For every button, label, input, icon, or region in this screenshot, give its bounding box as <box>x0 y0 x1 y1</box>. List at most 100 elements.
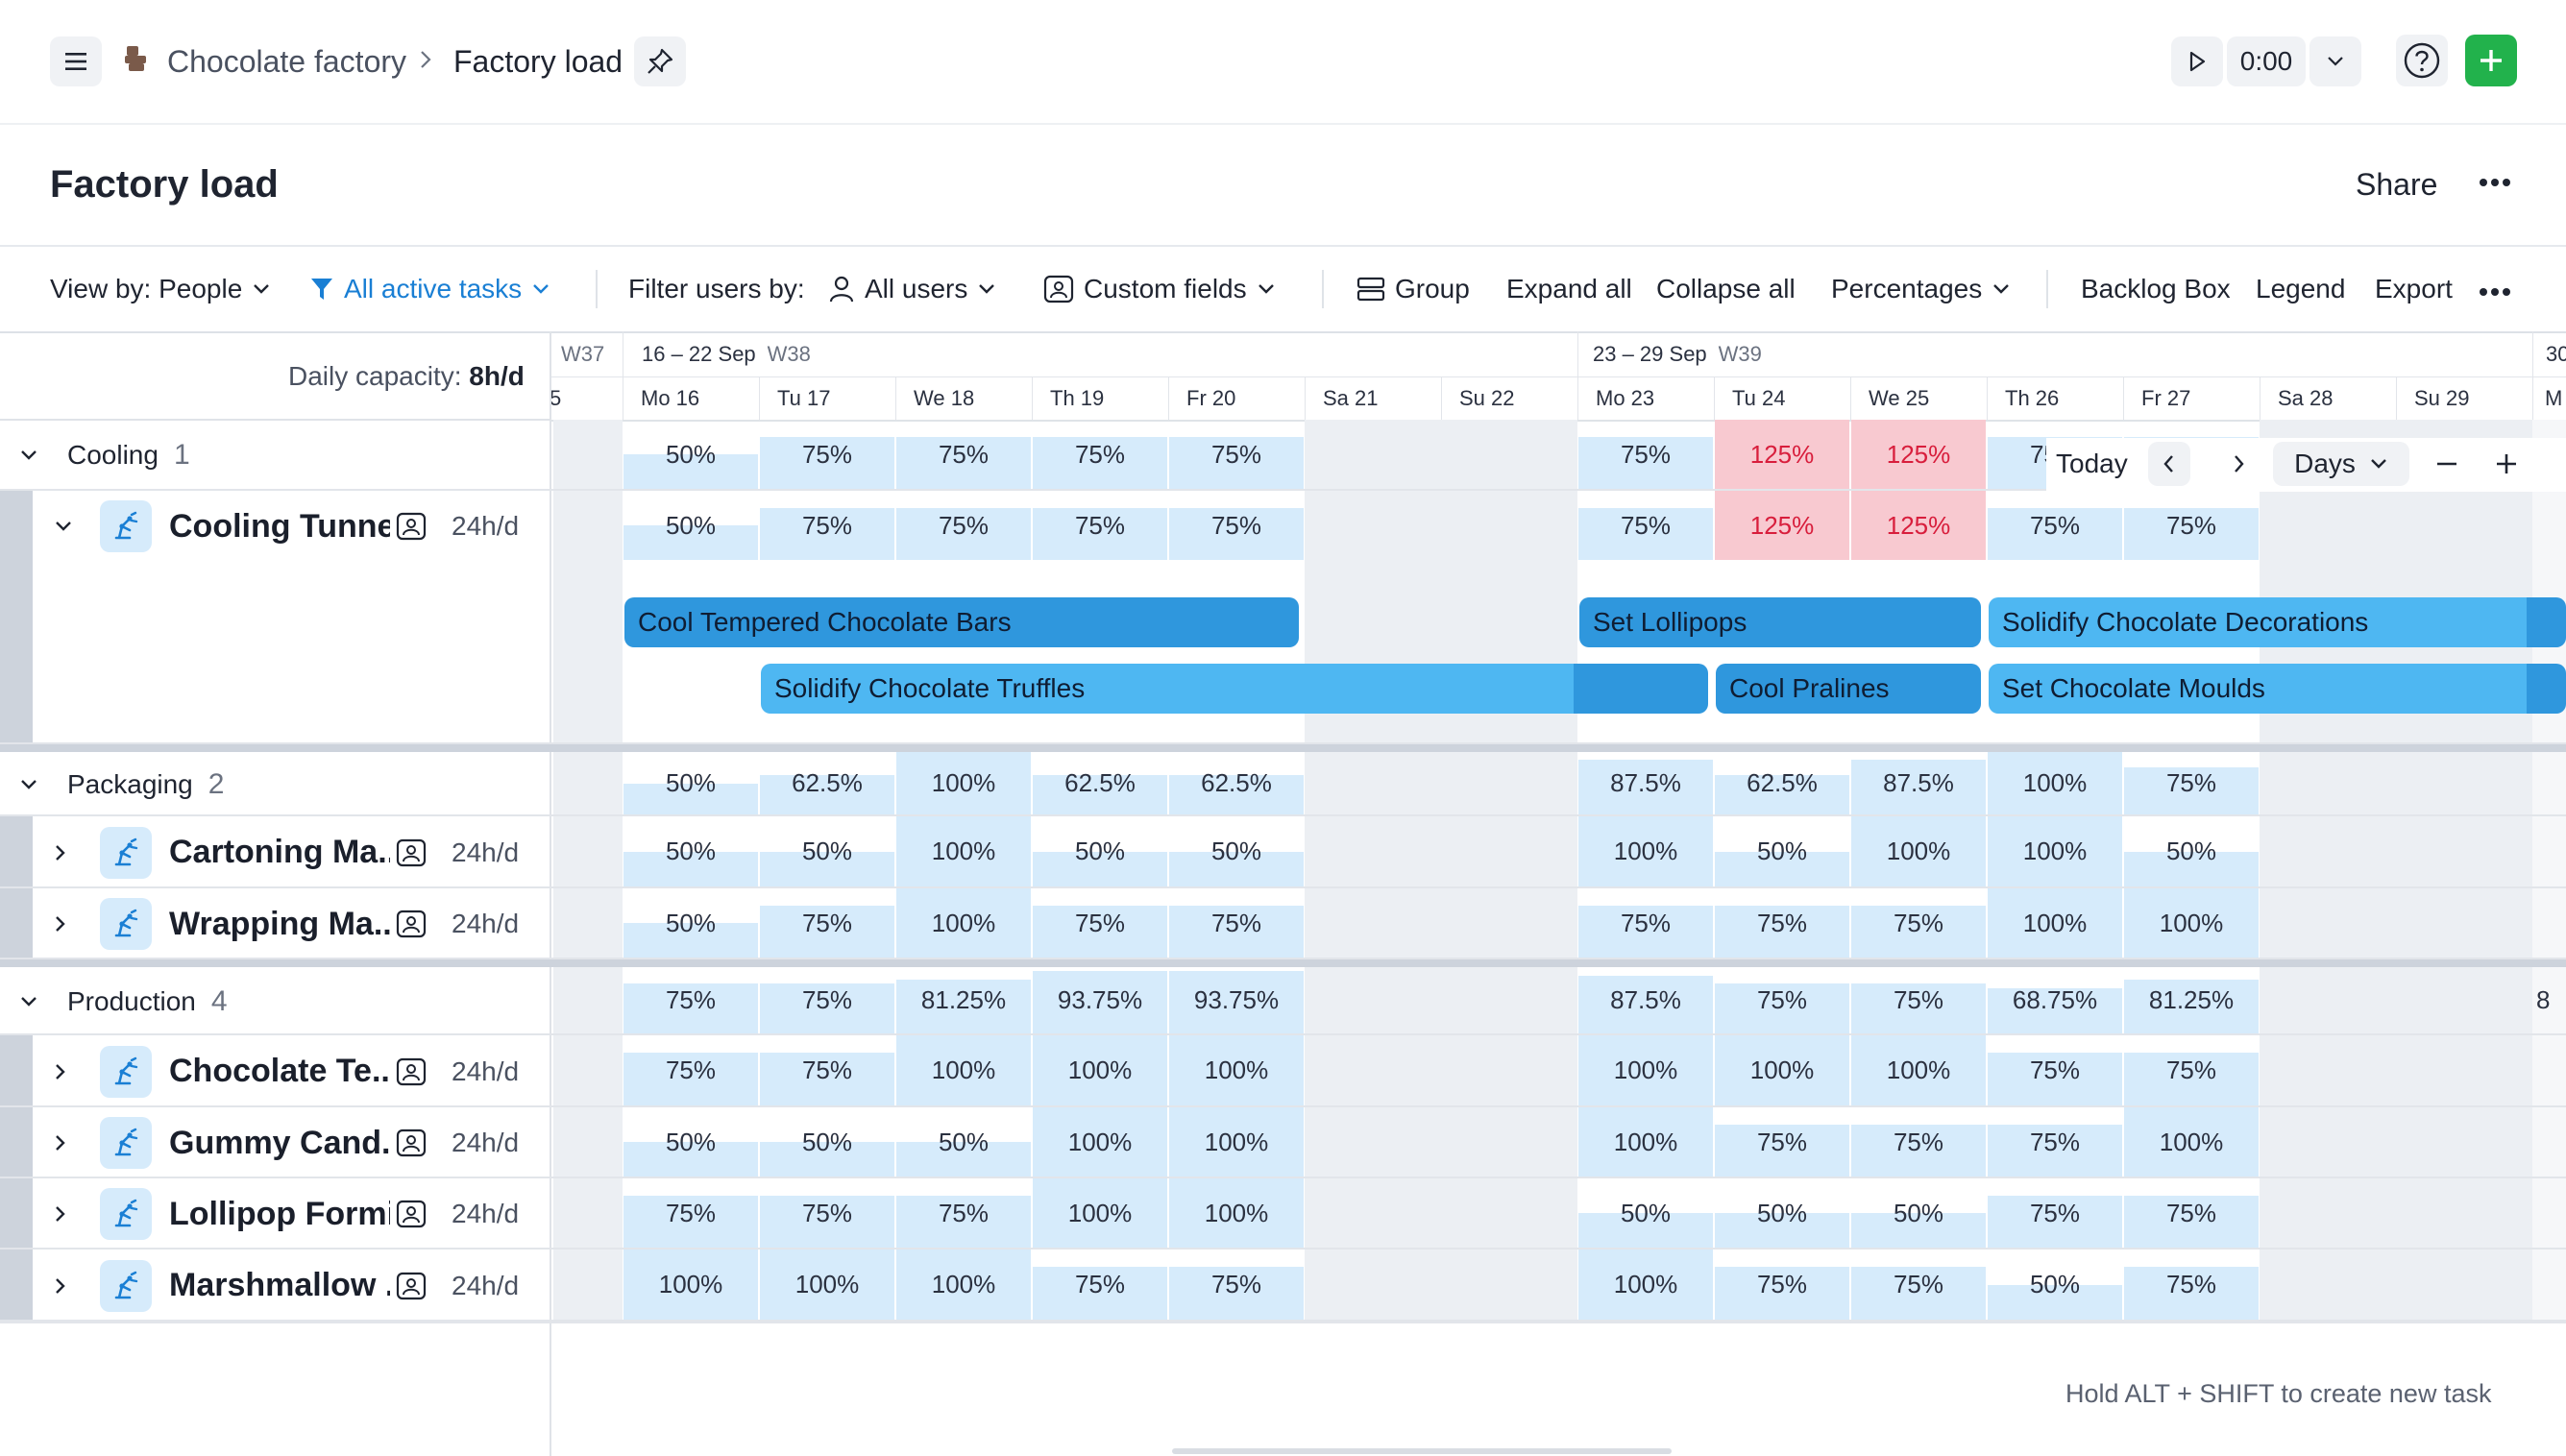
load-value[interactable]: 100% <box>1204 1127 1269 1156</box>
load-value[interactable]: 75% <box>801 1056 853 1084</box>
expand-chevron-icon[interactable] <box>54 1062 83 1081</box>
load-value[interactable]: 100% <box>2022 768 2088 797</box>
collapse-chevron-icon[interactable] <box>19 995 48 1008</box>
view-by-dropdown[interactable]: View by: People <box>50 270 271 308</box>
load-value[interactable]: 50% <box>1756 1198 1808 1227</box>
load-value[interactable]: 100% <box>1067 1056 1133 1084</box>
load-value[interactable]: 75% <box>1210 439 1262 469</box>
load-value[interactable]: 100% <box>1067 1127 1133 1156</box>
load-value[interactable]: 100% <box>1749 1056 1815 1084</box>
load-value[interactable]: 62.5% <box>1201 768 1272 797</box>
load-value[interactable]: 100% <box>2022 837 2088 865</box>
load-value[interactable]: 87.5% <box>1610 768 1681 797</box>
bottom-scrollbar[interactable] <box>1172 1448 1672 1454</box>
backlog-box-button[interactable]: Backlog Box <box>2081 274 2231 303</box>
load-value[interactable]: 75% <box>2165 1270 2217 1298</box>
load-value[interactable]: 50% <box>665 1127 717 1156</box>
contact-card-icon[interactable] <box>396 1128 427 1157</box>
resource-row[interactable]: Marshmallow ... 24h/d <box>35 1250 550 1322</box>
load-value[interactable]: 75% <box>1620 510 1672 540</box>
load-value[interactable]: 50% <box>1210 837 1262 865</box>
load-value[interactable]: 75% <box>2029 1056 2081 1084</box>
expand-chevron-icon[interactable] <box>54 843 83 862</box>
load-value[interactable]: 75% <box>801 510 853 540</box>
load-value[interactable]: 75% <box>1756 985 1808 1014</box>
load-value[interactable]: 100% <box>2159 908 2224 937</box>
load-value[interactable]: 50% <box>1074 837 1126 865</box>
expand-chevron-icon[interactable] <box>54 1204 83 1224</box>
load-value[interactable]: 50% <box>1620 1198 1672 1227</box>
load-value[interactable]: 50% <box>2029 1270 2081 1298</box>
load-value[interactable]: 75% <box>1756 908 1808 937</box>
load-value[interactable]: 50% <box>1756 837 1808 865</box>
load-value[interactable]: 87.5% <box>1883 768 1954 797</box>
resource-row[interactable]: Cartoning Ma... 24h/d <box>35 816 550 888</box>
load-value[interactable]: 75% <box>801 908 853 937</box>
load-value[interactable]: 93.75% <box>1057 985 1143 1014</box>
contact-card-icon[interactable] <box>396 838 427 867</box>
load-value[interactable]: 100% <box>794 1270 860 1298</box>
load-value[interactable]: 75% <box>2165 510 2217 540</box>
load-value[interactable]: 50% <box>665 768 717 797</box>
zoom-in-button[interactable] <box>2484 442 2529 486</box>
load-value[interactable]: 75% <box>1893 908 1944 937</box>
task-bar[interactable]: Set Chocolate Moulds <box>1989 664 2566 714</box>
group-button[interactable]: Group <box>1356 270 1470 308</box>
load-value[interactable]: 50% <box>665 908 717 937</box>
load-value[interactable]: 75% <box>1074 1270 1126 1298</box>
breadcrumb-project[interactable]: Chocolate factory <box>167 44 407 79</box>
load-value[interactable]: 75% <box>1620 439 1672 469</box>
task-filter-dropdown[interactable]: All active tasks <box>309 270 550 308</box>
task-bar[interactable]: Solidify Chocolate Decorations <box>1989 597 2566 647</box>
load-value[interactable]: 75% <box>1074 439 1126 469</box>
contact-card-icon[interactable] <box>396 1200 427 1228</box>
load-value[interactable]: 81.25% <box>920 985 1007 1014</box>
load-value[interactable]: 75% <box>665 1056 717 1084</box>
next-period-button[interactable] <box>2217 442 2260 486</box>
load-value[interactable]: 125% <box>1749 439 1815 469</box>
load-value[interactable]: 75% <box>1893 1127 1944 1156</box>
load-value[interactable]: 75% <box>2165 768 2217 797</box>
load-value[interactable]: 75% <box>1620 908 1672 937</box>
load-value[interactable]: 100% <box>931 837 996 865</box>
zoom-out-button[interactable] <box>2425 442 2469 486</box>
load-value[interactable]: 93.75% <box>1193 985 1280 1014</box>
load-value[interactable]: 8 <box>2536 985 2551 1014</box>
pin-button[interactable] <box>634 36 686 86</box>
more-options-icon[interactable] <box>2479 175 2511 192</box>
load-value[interactable]: 75% <box>665 1198 717 1227</box>
load-value[interactable]: 125% <box>1749 510 1815 540</box>
load-value[interactable]: 75% <box>2029 1198 2081 1227</box>
previous-period-button[interactable] <box>2148 442 2190 486</box>
load-value[interactable]: 50% <box>801 837 853 865</box>
load-value[interactable]: 50% <box>1893 1198 1944 1227</box>
load-value[interactable]: 75% <box>2029 510 2081 540</box>
contact-card-icon[interactable] <box>396 1057 427 1086</box>
load-value[interactable]: 75% <box>1210 1270 1262 1298</box>
load-value[interactable]: 75% <box>1210 510 1262 540</box>
load-value[interactable]: 100% <box>1613 1270 1678 1298</box>
expand-chevron-icon[interactable] <box>54 1133 83 1153</box>
load-value[interactable]: 81.25% <box>2148 985 2235 1014</box>
load-value[interactable]: 75% <box>1756 1270 1808 1298</box>
load-value[interactable]: 62.5% <box>1747 768 1818 797</box>
load-value[interactable]: 50% <box>665 439 717 469</box>
load-value[interactable]: 100% <box>1613 837 1678 865</box>
contact-card-icon[interactable] <box>396 512 427 541</box>
load-value[interactable]: 75% <box>938 1198 990 1227</box>
load-value[interactable]: 62.5% <box>1064 768 1136 797</box>
load-value[interactable]: 100% <box>931 1056 996 1084</box>
task-bar[interactable]: Cool Pralines <box>1716 664 1981 714</box>
load-value[interactable]: 100% <box>1204 1198 1269 1227</box>
timer-play-button[interactable] <box>2171 36 2223 86</box>
load-value[interactable]: 75% <box>938 510 990 540</box>
load-value[interactable]: 75% <box>801 985 853 1014</box>
load-value[interactable]: 68.75% <box>2012 985 2098 1014</box>
contact-card-icon[interactable] <box>396 1272 427 1300</box>
load-value[interactable]: 75% <box>801 1198 853 1227</box>
load-value[interactable]: 125% <box>1886 439 1951 469</box>
load-value[interactable]: 100% <box>1886 837 1951 865</box>
load-value[interactable]: 100% <box>1613 1056 1678 1084</box>
load-value[interactable]: 50% <box>801 1127 853 1156</box>
menu-button[interactable] <box>50 36 102 86</box>
